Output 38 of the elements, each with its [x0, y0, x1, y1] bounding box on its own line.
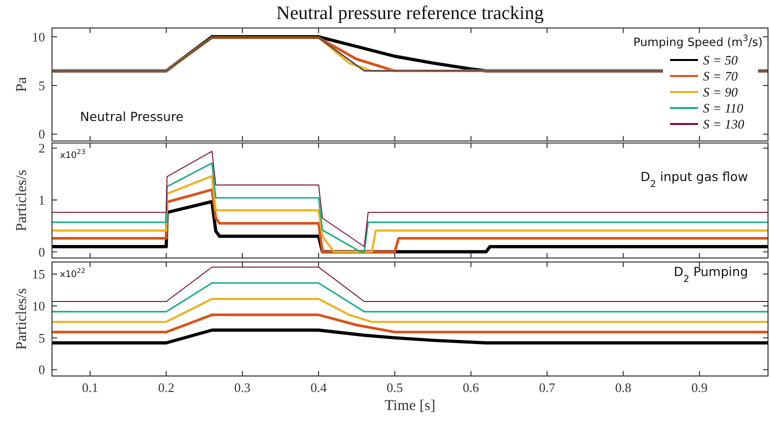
legend-label: S = 110	[703, 100, 744, 116]
x-tick-label: 0.9	[691, 380, 708, 395]
line-series	[52, 150, 768, 248]
x-tick-label: 0.1	[82, 380, 98, 395]
legend-label: S = 90	[703, 84, 738, 100]
legend-label: S = 130	[703, 116, 745, 132]
y-tick-label: 0	[38, 362, 45, 378]
x-tick-label: 0.7	[538, 380, 556, 395]
legend-label: S = 70	[703, 68, 738, 84]
x-tick-label: 0.5	[386, 380, 403, 395]
y-tick-label: 10	[32, 29, 45, 44]
y-tick-label: 2	[38, 140, 45, 156]
annotation: x10$^{23}$	[60, 148, 86, 161]
y-tick-label: 5	[38, 78, 45, 93]
y-axis-title: Particles/s	[14, 288, 30, 350]
y-tick-label: 15	[32, 266, 45, 282]
x-tick-label: 0.4	[310, 380, 328, 395]
y-axis-title: Particles/s	[14, 170, 30, 232]
y-tick-label: 0	[38, 126, 45, 142]
y-tick-label: 10	[32, 298, 45, 314]
x-tick-label: 0.2	[158, 380, 174, 395]
annotation: D$_{2}$ input gas flow	[640, 169, 748, 190]
y-tick-label: 5	[38, 330, 45, 346]
line-series	[52, 188, 768, 254]
line-series	[52, 328, 768, 344]
x-axis-title: Time [s]	[384, 398, 436, 414]
y-axis-title: Pa	[14, 76, 30, 92]
x-tick-label: 0.8	[615, 380, 632, 395]
y-tick-label: 1	[38, 192, 45, 208]
x-tick-label: 0.6	[462, 380, 480, 395]
y-tick-label: 0	[38, 244, 45, 260]
legend-label: S = 50	[703, 52, 738, 68]
annotation: Neutral Pressure	[80, 109, 184, 124]
chart-title: Neutral pressure reference tracking	[276, 3, 544, 24]
annotation: x10$^{22}$	[60, 267, 86, 280]
legend-title: Pumping Speed (m$^{3}$/s)	[633, 34, 763, 49]
annotation: D$_{2}$ Pumping	[674, 264, 748, 284]
x-tick-label: 0.3	[234, 380, 251, 395]
